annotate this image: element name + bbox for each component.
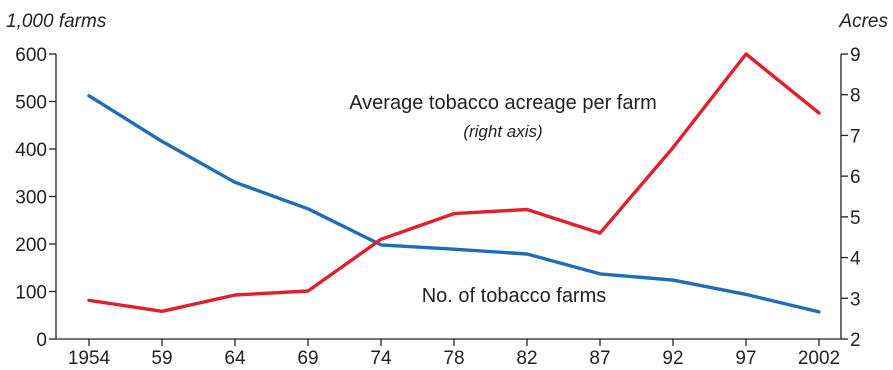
series-line-farms bbox=[87, 94, 821, 314]
x-tick-label: 74 bbox=[370, 348, 392, 369]
right-tick-label: 7 bbox=[850, 126, 861, 147]
x-tick-label: 69 bbox=[297, 348, 318, 369]
right-tick-label: 3 bbox=[850, 289, 861, 310]
right-tick-label: 9 bbox=[850, 45, 861, 66]
x-tick-label: 87 bbox=[589, 348, 610, 369]
right-tick-label: 5 bbox=[850, 208, 861, 229]
left-tick-label: 200 bbox=[15, 235, 47, 256]
x-axis-ticks: 1954 59 64 69 74 78 82 87 92 97 2002 bbox=[68, 339, 840, 369]
left-tick-label: 100 bbox=[15, 283, 47, 304]
x-tick-label: 59 bbox=[151, 348, 172, 369]
left-tick-label: 600 bbox=[15, 45, 47, 66]
annotation-farms: No. of tobacco farms bbox=[422, 285, 607, 307]
x-tick-label: 92 bbox=[662, 348, 683, 369]
x-tick-label: 1954 bbox=[68, 348, 111, 369]
right-tick-label: 2 bbox=[850, 330, 861, 351]
annotation-acreage: Average tobacco acreage per farm bbox=[349, 92, 657, 114]
series-lines bbox=[87, 52, 821, 314]
right-axis-ticks: 2 3 4 5 6 7 8 9 bbox=[841, 45, 861, 351]
right-tick-label: 4 bbox=[850, 249, 861, 270]
left-tick-label: 400 bbox=[15, 140, 47, 161]
x-tick-label: 64 bbox=[224, 348, 246, 369]
left-tick-label: 500 bbox=[15, 93, 47, 114]
right-tick-label: 6 bbox=[850, 167, 861, 188]
x-tick-label: 2002 bbox=[798, 348, 840, 369]
left-axis-ticks: 0 100 200 300 400 500 600 bbox=[15, 45, 56, 351]
x-tick-label: 97 bbox=[735, 348, 756, 369]
left-tick-label: 300 bbox=[15, 188, 47, 209]
x-tick-label: 78 bbox=[443, 348, 464, 369]
series-line-acreage bbox=[87, 52, 821, 313]
right-axis-unit: Acres bbox=[838, 11, 888, 32]
annotation-acreage-sub: (right axis) bbox=[463, 122, 542, 141]
right-tick-label: 8 bbox=[850, 86, 861, 107]
x-tick-label: 82 bbox=[516, 348, 537, 369]
left-axis-unit: 1,000 farms bbox=[6, 11, 107, 32]
left-tick-label: 0 bbox=[36, 330, 47, 351]
